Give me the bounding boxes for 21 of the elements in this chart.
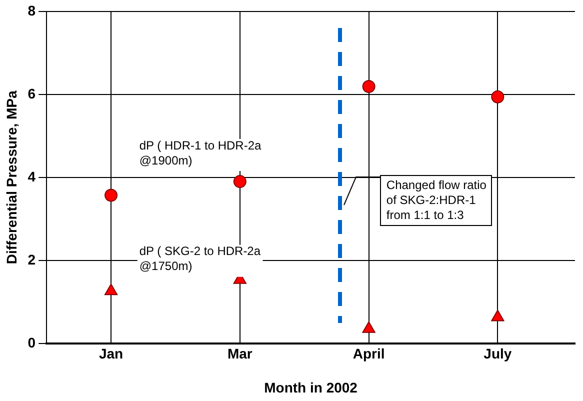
- point: [491, 310, 504, 322]
- x-tick-label: Mar: [227, 346, 253, 362]
- y-axis-title: Differential Pressure, MPa: [3, 90, 20, 264]
- x-axis-title: Month in 2002: [264, 379, 358, 396]
- point: [362, 321, 376, 333]
- series-label: dP ( SKG-2 to HDR-2a @1750m): [139, 244, 261, 274]
- x-tick-label: April: [352, 346, 385, 362]
- series-label: dP ( HDR-1 to HDR-2a @1900m): [139, 138, 262, 168]
- annotation: Changed flow ratio of SKG-2:HDR-1 from 1:1 to 1:3: [380, 175, 492, 226]
- x-tick-label: Jan: [98, 346, 124, 362]
- y-tick-label: 4: [28, 168, 36, 184]
- point: [362, 80, 376, 94]
- x-tick-label: July: [484, 346, 512, 362]
- y-tick-label: 6: [28, 85, 36, 102]
- point: [104, 284, 118, 296]
- point: [233, 175, 246, 188]
- point: [104, 188, 118, 202]
- y-tick-label: 2: [28, 251, 36, 268]
- y-tick-label: 8: [28, 2, 36, 18]
- y-tick-label: 0: [28, 334, 36, 350]
- point: [491, 90, 504, 104]
